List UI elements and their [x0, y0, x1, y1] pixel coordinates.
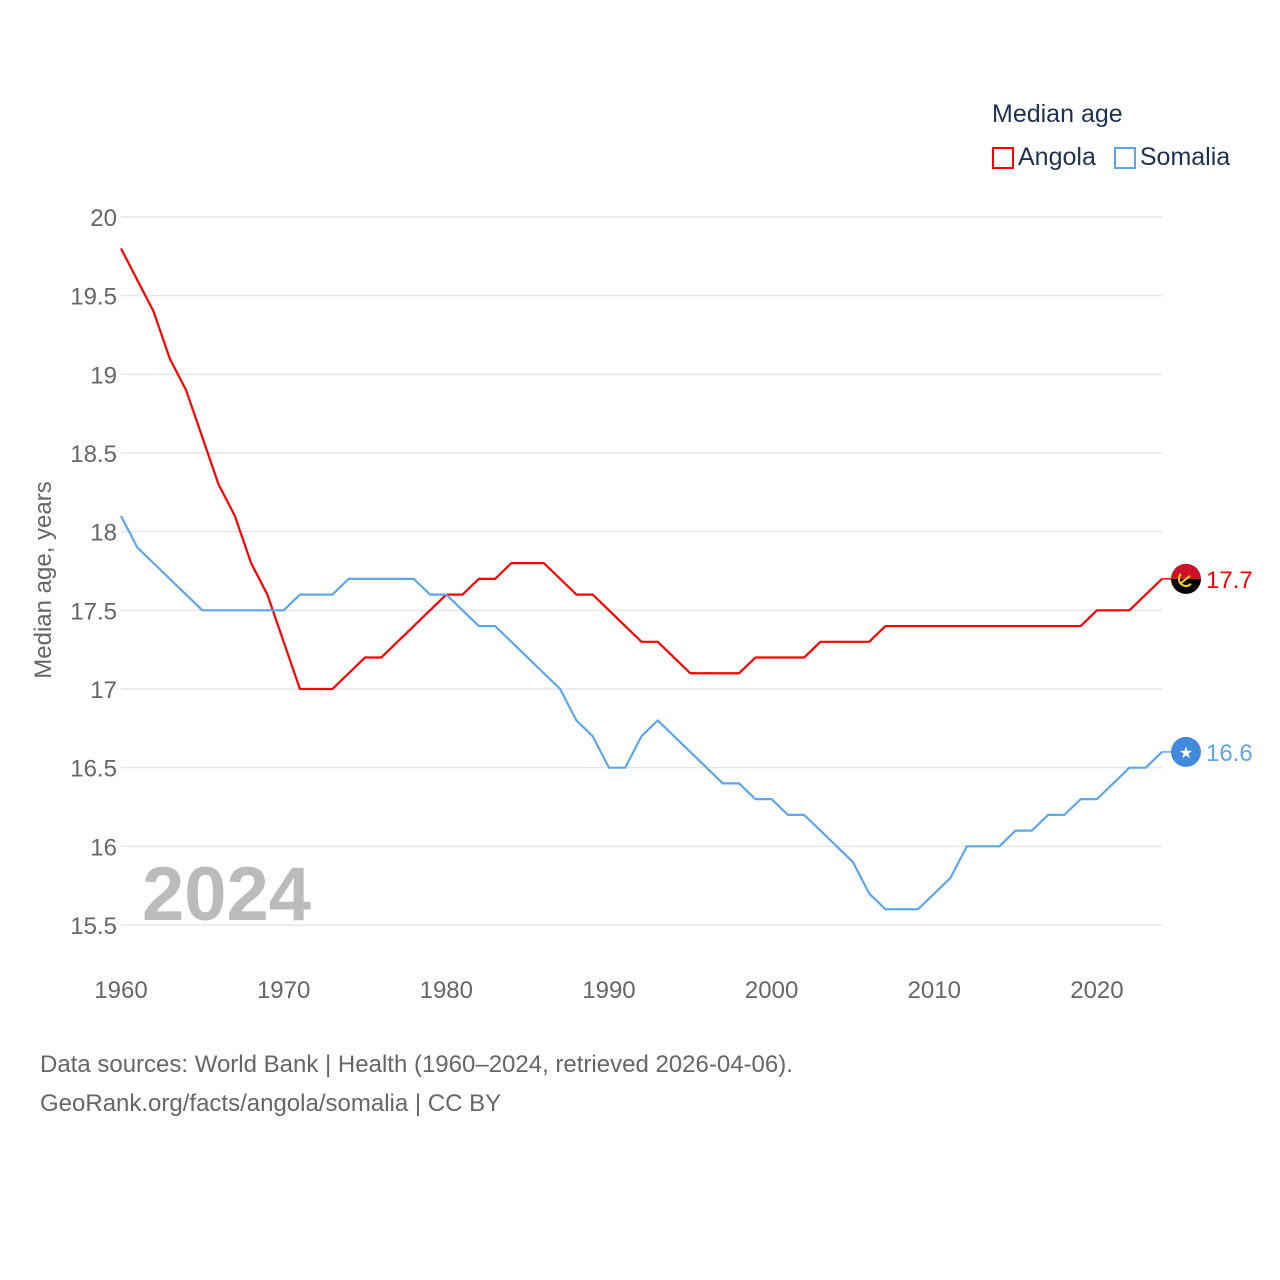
svg-text:★: ★ [1179, 745, 1193, 762]
legend: Angola Somalia [992, 143, 1230, 172]
y-axis-label: Median age, years [30, 481, 57, 678]
x-axis-ticks: 1960 1970 1980 1990 2000 2010 2020 [94, 977, 1123, 1004]
legend-label-somalia: Somalia [1139, 143, 1231, 171]
credit-link[interactable]: GeoRank.org/facts/angola/somalia | CC BY [40, 1090, 502, 1117]
y-tick-label: 17 [90, 677, 117, 704]
y-axis-ticks: 15.5 16 16.5 17 17.5 18 18.5 19 19.5 20 [70, 205, 117, 940]
y-tick-label: 15.5 [70, 913, 117, 940]
legend-item-angola[interactable]: Angola [992, 143, 1096, 172]
legend-swatch-somalia [1113, 146, 1136, 169]
legend-label-angola: Angola [1018, 143, 1096, 171]
series-line-somalia [120, 515, 1163, 911]
x-tick-label: 1990 [582, 977, 635, 1004]
series-line-angola [120, 247, 1163, 691]
angola-flag-icon [1171, 563, 1201, 594]
y-tick-label: 16.5 [70, 756, 117, 783]
y-tick-label: 17.5 [70, 598, 117, 625]
y-tick-label: 18 [90, 520, 117, 547]
x-tick-label: 2020 [1070, 977, 1123, 1004]
y-tick-label: 20 [90, 205, 117, 232]
end-markers: 17.7 ★ 16.6 [1162, 563, 1253, 767]
x-tick-label: 2010 [908, 977, 961, 1004]
legend-item-somalia[interactable]: Somalia [1113, 143, 1231, 172]
y-tick-label: 16 [90, 834, 117, 861]
y-tick-label: 19.5 [70, 284, 117, 311]
end-value-label-somalia: 16.6 [1206, 740, 1253, 767]
data-sources: Data sources: World Bank | Health (1960–… [40, 1051, 793, 1078]
series-lines [120, 247, 1163, 911]
x-tick-label: 2000 [745, 977, 798, 1004]
current-year-watermark: 2024 [142, 852, 311, 937]
legend-swatch-angola [992, 146, 1014, 169]
end-value-label-angola: 17.7 [1206, 567, 1253, 594]
x-tick-label: 1980 [420, 977, 473, 1004]
footer: Data sources: World Bank | Health (1960–… [40, 1045, 793, 1123]
somalia-flag-icon: ★ [1171, 736, 1201, 767]
legend-title: Median age [992, 100, 1123, 128]
y-tick-label: 19 [90, 362, 117, 389]
y-tick-label: 18.5 [70, 441, 117, 468]
x-tick-label: 1960 [94, 977, 147, 1004]
gridlines [121, 216, 1162, 926]
x-tick-label: 1970 [257, 977, 310, 1004]
